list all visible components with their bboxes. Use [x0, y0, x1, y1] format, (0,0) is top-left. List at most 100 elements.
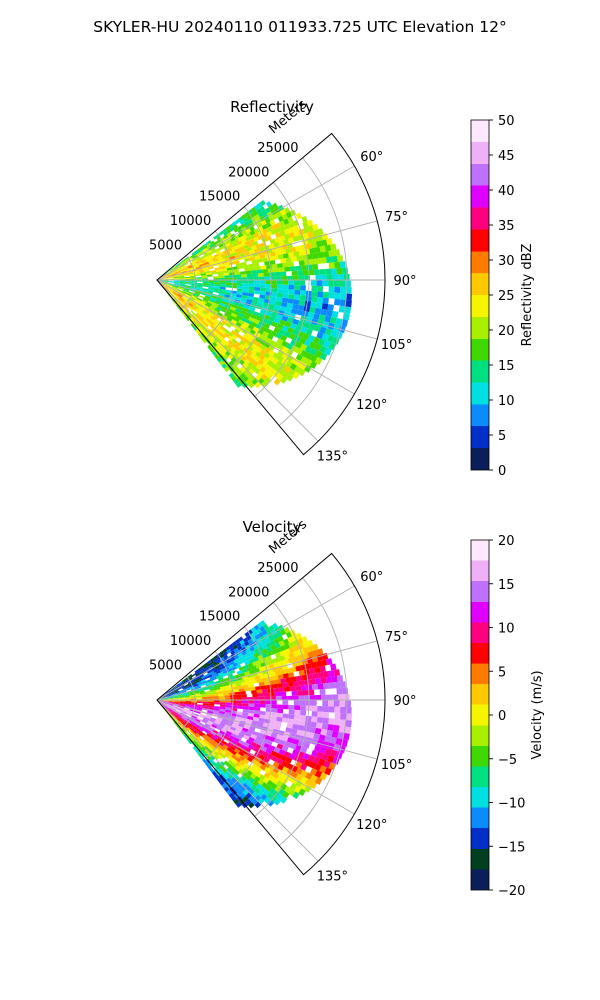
radar-echo-cell — [248, 736, 255, 743]
radar-echo-cell — [319, 269, 326, 275]
radar-echo-cell — [336, 687, 343, 695]
radar-echo-cell — [174, 281, 180, 284]
radar-echo-cell — [205, 665, 211, 670]
radar-echo-cell — [276, 775, 284, 782]
radar-echo-cell — [198, 746, 203, 752]
radar-echo-cell — [161, 276, 166, 279]
radar-echo-cell — [299, 700, 306, 706]
radar-echo-cell — [324, 347, 332, 356]
radar-echo-cell — [178, 286, 184, 290]
radar-echo-cell — [244, 671, 251, 676]
radar-echo-cell — [242, 637, 249, 643]
radar-echo-cell — [196, 706, 203, 710]
radar-echo-cell — [248, 263, 254, 268]
radar-echo-cell — [233, 654, 240, 660]
radar-echo-cell — [263, 742, 271, 749]
radar-echo-cell — [184, 714, 190, 719]
radar-echo-cell — [283, 238, 290, 245]
radar-echo-cell — [257, 732, 265, 739]
radar-echo-cell — [208, 285, 215, 289]
radar-echo-cell — [257, 358, 265, 366]
radar-echo-cell — [185, 688, 191, 692]
radar-echo-cell — [172, 269, 177, 272]
radar-echo-cell — [203, 681, 210, 686]
radar-echo-cell — [288, 753, 296, 760]
radar-echo-cell — [174, 290, 179, 295]
radar-echo-cell — [251, 690, 257, 694]
radar-echo-cell — [281, 325, 289, 332]
radar-echo-cell — [177, 718, 182, 722]
radar-echo-cell — [244, 220, 250, 227]
radar-echo-cell — [275, 752, 283, 760]
radar-echo-cell — [247, 744, 255, 750]
radar-echo-cell — [250, 741, 258, 748]
radar-echo-cell — [241, 248, 248, 254]
radar-echo-cell — [331, 310, 339, 319]
radar-echo-cell — [203, 687, 209, 691]
radar-echo-cell — [231, 375, 237, 382]
radar-echo-cell — [218, 663, 224, 668]
radar-echo-cell — [170, 712, 175, 716]
radar-echo-cell — [259, 786, 267, 794]
radar-echo-cell — [294, 285, 301, 291]
radar-echo-cell — [183, 708, 190, 712]
radar-echo-cell — [199, 713, 206, 718]
radar-echo-cell — [234, 748, 241, 754]
radar-echo-cell — [192, 316, 197, 322]
radar-echo-cell — [223, 294, 231, 298]
radar-echo-cell — [216, 306, 223, 311]
radar-echo-cell — [236, 250, 243, 255]
radar-echo-cell — [219, 341, 226, 347]
radar-echo-cell — [187, 734, 192, 739]
radar-echo-cell — [268, 316, 276, 322]
radar-echo-cell — [214, 700, 220, 703]
radar-echo-cell — [265, 655, 272, 662]
radar-echo-cell — [180, 730, 185, 735]
radar-echo-cell — [250, 207, 257, 213]
radar-echo-cell — [263, 369, 270, 377]
radar-echo-cell — [303, 725, 311, 733]
radar-echo-cell — [260, 620, 266, 626]
radar-echo-cell — [274, 691, 281, 697]
radar-echo-cell — [316, 302, 323, 309]
radar-echo-cell — [180, 684, 185, 688]
radar-echo-cell — [286, 374, 294, 382]
radar-echo-cell — [298, 249, 305, 256]
radar-echo-cell — [227, 728, 235, 734]
radar-echo-cell — [264, 766, 271, 774]
radar-echo-cell — [256, 208, 262, 214]
azimuth-tick-label: 135° — [317, 449, 348, 464]
radar-echo-cell — [212, 309, 219, 315]
radar-echo-cell — [238, 750, 245, 757]
radar-echo-cell — [225, 251, 231, 256]
radar-echo-cell — [263, 796, 271, 804]
radar-echo-cell — [241, 714, 248, 720]
radar-echo-cell — [226, 687, 233, 691]
radar-echo-cell — [173, 697, 180, 699]
radar-echo-cell — [173, 270, 179, 273]
radar-echo-cell — [234, 366, 241, 373]
radar-echo-cell — [177, 721, 182, 726]
radar-echo-cell — [236, 700, 243, 704]
radar-echo-cell — [318, 338, 326, 347]
radar-echo-cell — [162, 280, 169, 282]
radar-echo-cell — [209, 255, 215, 260]
radar-echo-cell — [253, 280, 260, 284]
radar-echo-cell — [264, 252, 271, 258]
radar-echo-cell — [255, 346, 262, 353]
radar-echo-cell — [169, 692, 175, 695]
colorbar-tick-label-50-10: 50 — [498, 114, 515, 129]
radar-echo-cell — [198, 307, 204, 313]
radar-echo-cell — [257, 226, 264, 232]
radar-echo-cell — [183, 262, 189, 266]
radar-echo-cell — [277, 284, 284, 289]
radar-echo-cell — [231, 641, 238, 647]
radar-echo-cell — [204, 269, 210, 272]
radar-echo-cell — [179, 304, 183, 309]
radar-echo-cell — [274, 250, 281, 256]
radar-echo-cell — [254, 255, 261, 260]
radar-echo-cell — [214, 286, 221, 289]
radar-echo-cell — [167, 696, 173, 698]
radar-echo-cell — [316, 296, 324, 304]
radar-echo-cell — [193, 733, 199, 738]
